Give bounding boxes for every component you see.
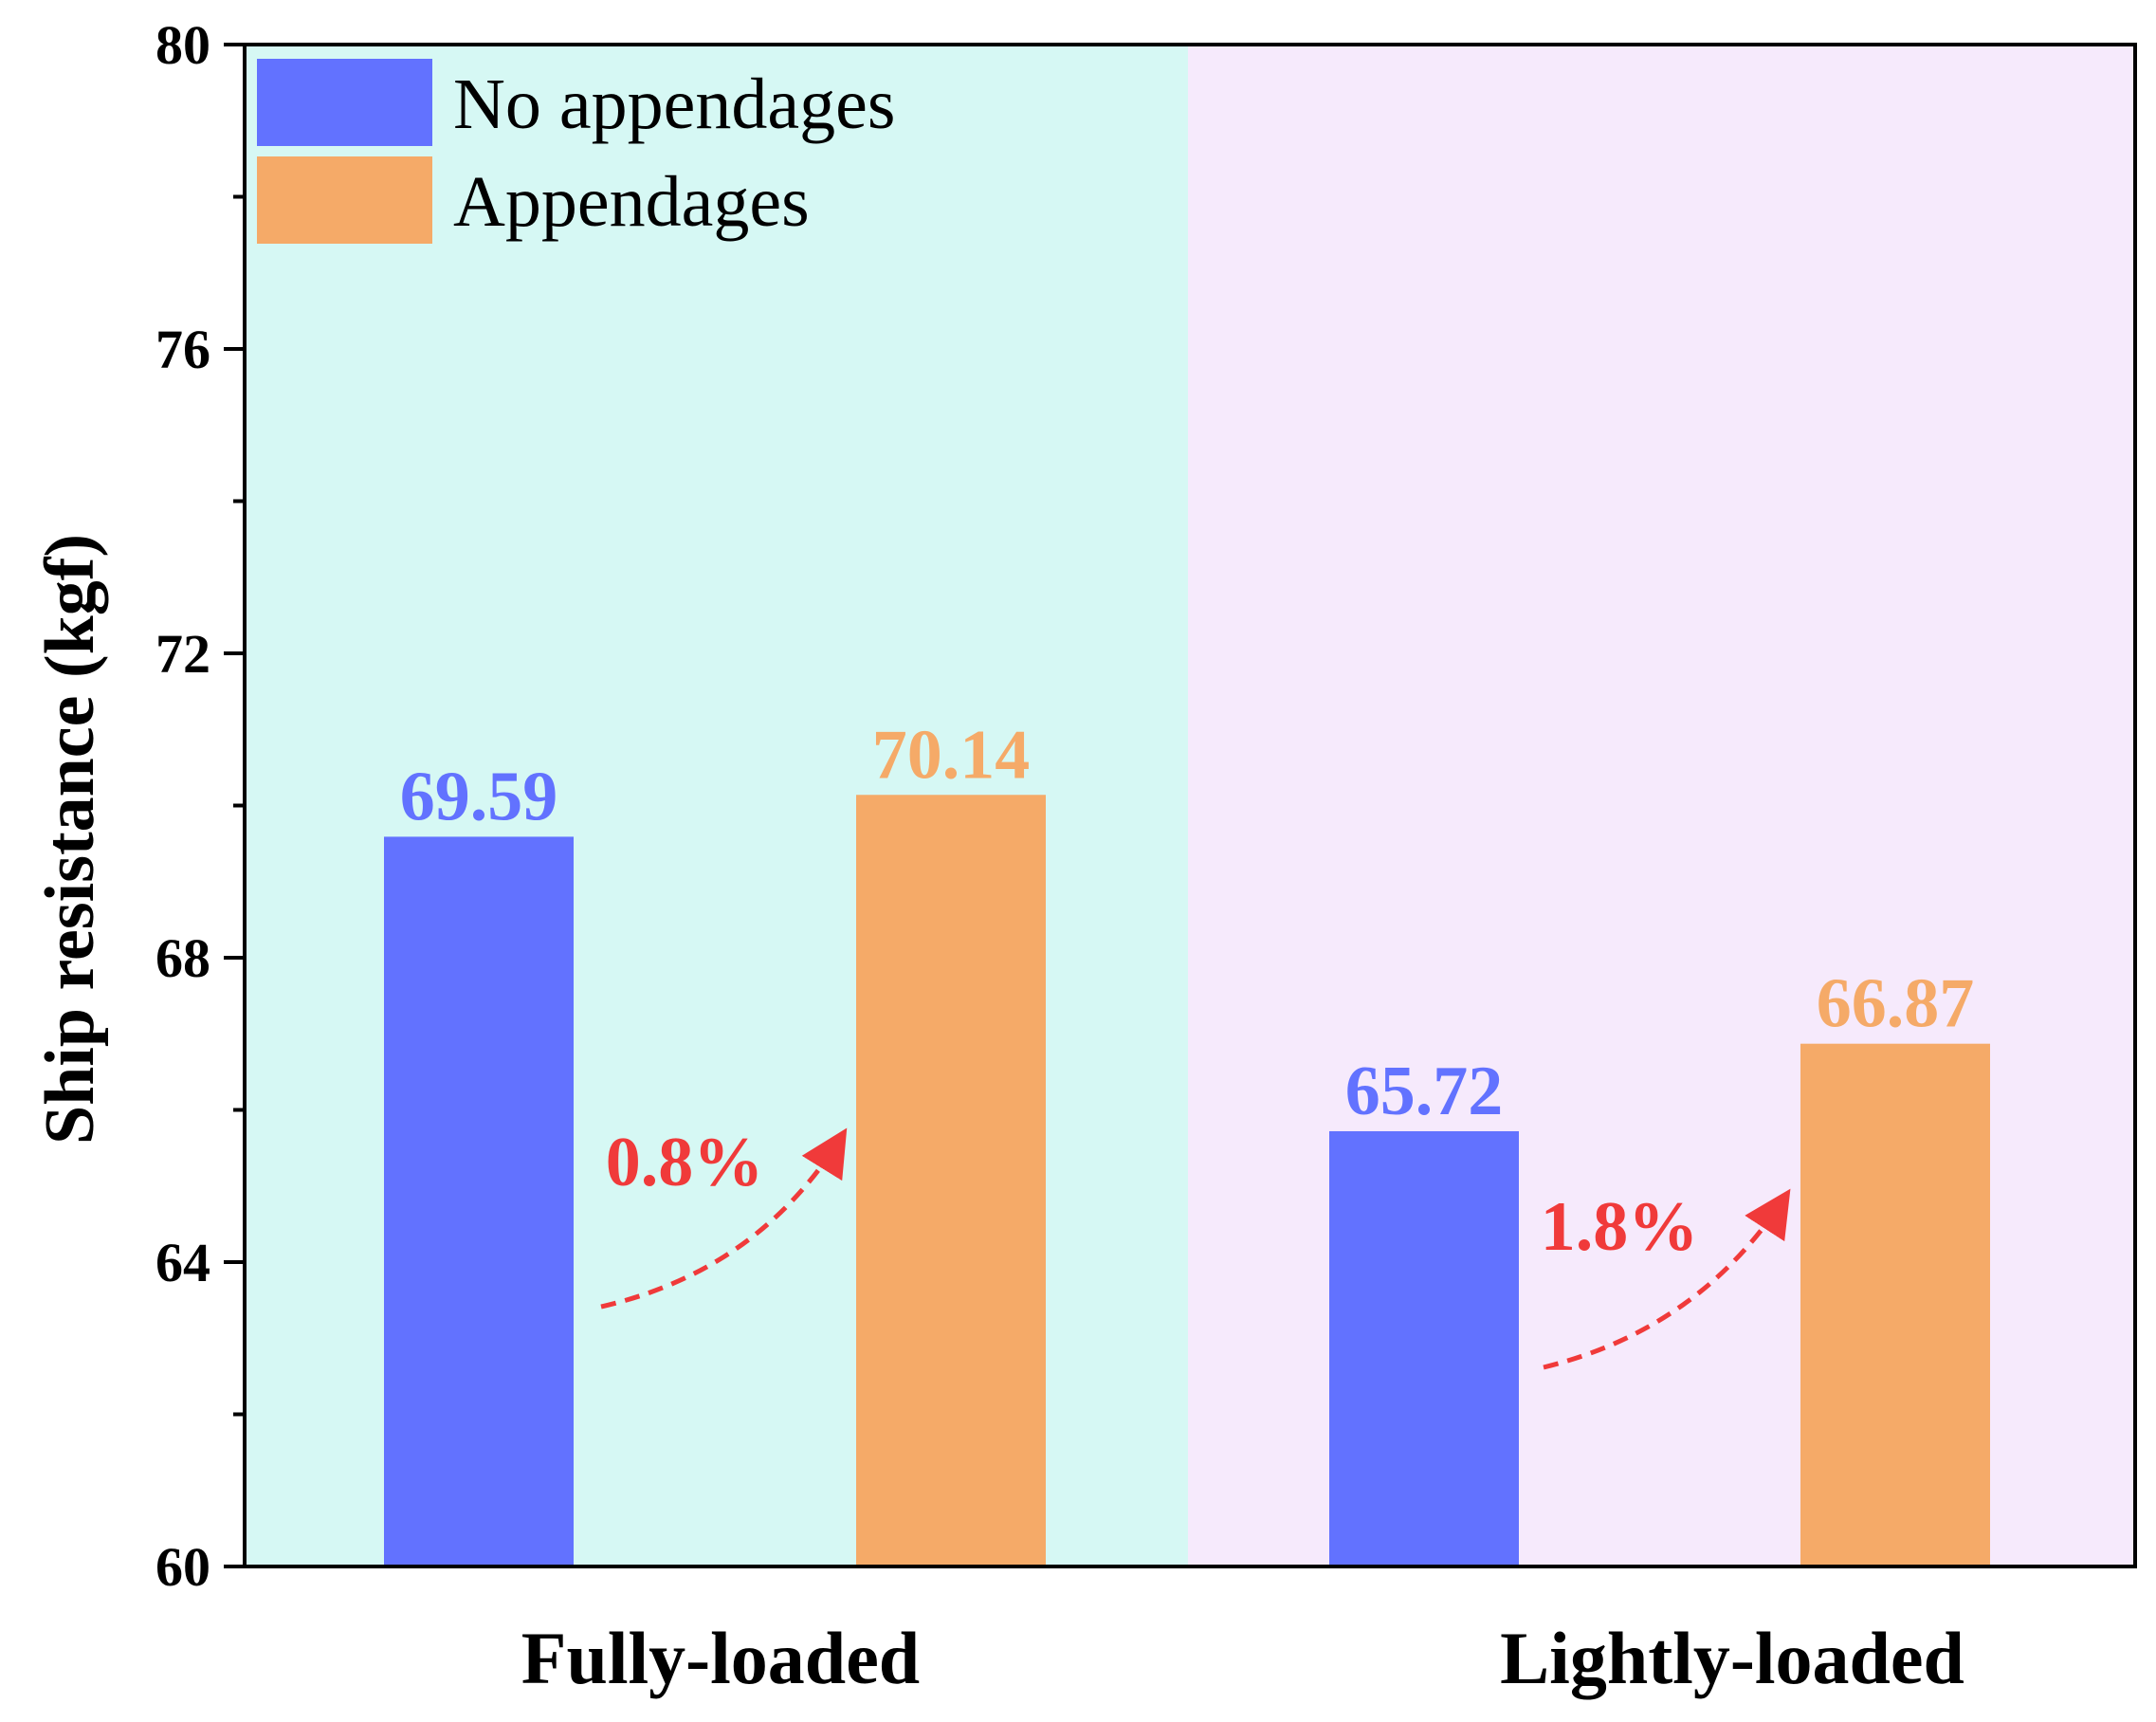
bar-appendages-fully-loaded xyxy=(856,795,1046,1566)
x-category-label-fully-loaded: Fully-loaded xyxy=(521,1617,920,1699)
value-label-appendages-fully-loaded: 70.14 xyxy=(872,716,1031,794)
value-label-no-appendages-fully-loaded: 69.59 xyxy=(400,758,558,835)
y-tick-label-76: 76 xyxy=(155,319,210,380)
x-category-label-lightly-loaded: Lightly-loaded xyxy=(1500,1617,1964,1699)
legend-swatch-no-appendages xyxy=(257,59,432,146)
legend-swatch-appendages xyxy=(257,156,432,244)
bar-no-appendages-fully-loaded xyxy=(384,836,574,1566)
legend: No appendages Appendages xyxy=(257,59,895,244)
y-tick-label-80: 80 xyxy=(155,14,210,76)
trend-arrow-lightly-loaded xyxy=(1543,1188,1791,1370)
legend-label-no-appendages: No appendages xyxy=(453,64,895,144)
legend-label-appendages: Appendages xyxy=(453,162,810,242)
y-tick-label-60: 60 xyxy=(155,1536,210,1598)
y-tick-label-68: 68 xyxy=(155,927,210,989)
bar-appendages-lightly-loaded xyxy=(1800,1043,1990,1566)
y-tick-label-72: 72 xyxy=(155,623,210,685)
y-axis-title: Ship resistance (kgf) xyxy=(31,534,109,1145)
y-tick-label-64: 64 xyxy=(155,1232,210,1293)
bar-no-appendages-lightly-loaded xyxy=(1329,1130,1519,1566)
value-label-appendages-lightly-loaded: 66.87 xyxy=(1817,965,1975,1043)
trend-arrow-fully-loaded xyxy=(600,1127,848,1310)
value-label-no-appendages-lightly-loaded: 65.72 xyxy=(1345,1053,1504,1130)
annotation-pct-fully-loaded: 0.8% xyxy=(606,1124,764,1201)
annotation-pct-lightly-loaded: 1.8% xyxy=(1541,1188,1699,1266)
